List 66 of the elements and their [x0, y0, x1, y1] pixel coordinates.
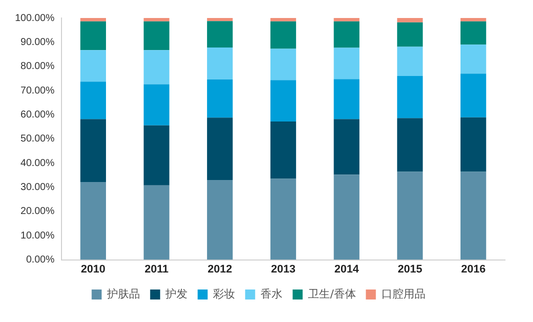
legend-label: 护肤品	[106, 287, 140, 300]
legend-label: 彩妆	[213, 287, 236, 300]
legend-label: 香水	[260, 287, 283, 300]
y-tick-label: 10.00%	[20, 230, 55, 242]
x-tick-label: 2012	[208, 263, 232, 276]
bar	[270, 80, 296, 122]
x-tick-label: 2014	[334, 263, 360, 276]
bar	[80, 182, 106, 260]
x-tick-label: 2011	[144, 263, 168, 276]
x-tick-label: 2015	[398, 263, 422, 276]
bar	[270, 178, 296, 260]
bar	[460, 74, 486, 118]
bar	[397, 172, 423, 260]
bar	[334, 174, 360, 260]
bar	[460, 21, 486, 45]
bar	[270, 121, 296, 179]
bar	[334, 18, 360, 22]
y-tick-label: 20.00%	[20, 206, 55, 218]
bar	[80, 18, 106, 22]
x-tick-label: 2010	[80, 263, 106, 276]
y-tick-label: 60.00%	[20, 109, 55, 120]
bar	[207, 48, 233, 80]
bar	[270, 48, 296, 80]
y-tick-label: 40.00%	[20, 158, 55, 169]
bar	[207, 21, 233, 48]
bar	[80, 119, 106, 182]
bar	[460, 44, 486, 74]
bar	[270, 18, 296, 22]
bar	[334, 48, 360, 80]
bar	[270, 21, 296, 49]
bar	[397, 76, 423, 118]
y-tick-label: 70.00%	[20, 85, 55, 96]
bar	[144, 185, 170, 260]
bar	[207, 180, 233, 260]
bar	[80, 82, 106, 120]
x-tick-label: 2016	[461, 263, 486, 276]
x-tick-label: 2013	[270, 263, 296, 276]
bar	[460, 172, 486, 260]
bar	[397, 118, 423, 172]
bar	[80, 21, 106, 50]
y-tick-label: 50.00%	[20, 134, 55, 145]
y-tick-label: 90.00%	[20, 36, 55, 48]
y-tick-label: 80.00%	[20, 61, 55, 72]
bar	[144, 18, 170, 22]
bar	[397, 18, 423, 22]
y-tick-label: 100.00%	[14, 12, 55, 24]
y-tick-label: 30.00%	[20, 182, 55, 194]
legend-label: 卫生/香体	[308, 287, 356, 300]
bar	[144, 50, 170, 84]
y-tick-label: 0.00%	[26, 254, 55, 266]
bar	[334, 21, 360, 48]
bar	[207, 79, 233, 118]
bar	[334, 119, 360, 175]
bar	[207, 18, 233, 22]
legend-label: 护发	[164, 287, 188, 300]
bar	[397, 22, 423, 47]
bar	[397, 46, 423, 76]
bar	[207, 118, 233, 180]
bar	[460, 117, 486, 172]
legend-label: 口腔用品	[381, 287, 426, 300]
bar	[334, 79, 360, 120]
bar	[144, 84, 170, 126]
bar	[144, 125, 170, 186]
bar	[460, 18, 486, 22]
bar	[80, 50, 106, 82]
bar	[144, 21, 170, 50]
